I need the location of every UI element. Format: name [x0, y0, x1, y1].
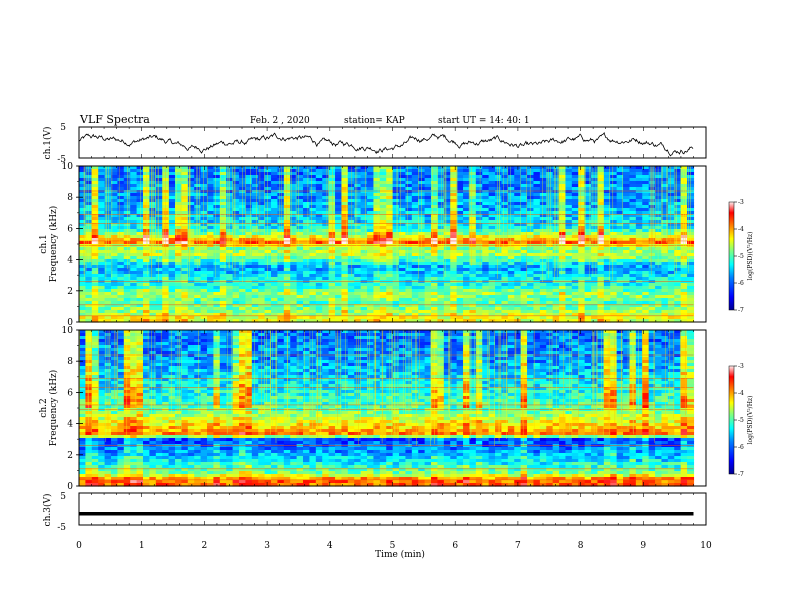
ch2-spectrogram-image — [79, 330, 706, 487]
ch1-spec-yticks: 0 2 4 6 8 10 — [62, 162, 83, 328]
time-tick-label: 0 — [76, 541, 82, 551]
ch2-colorbar-scale — [728, 365, 735, 475]
ch1-ytick-top: 5 — [60, 123, 66, 133]
ch1-spec-ylabel: Frequency (kHz) — [48, 206, 59, 283]
time-tick-label: 6 — [452, 541, 458, 551]
freq-tick-label: 0 — [67, 318, 73, 328]
time-tick-label: 1 — [139, 541, 145, 551]
freq-tick-label: 2 — [67, 287, 73, 297]
freq-tick-label: 0 — [67, 482, 73, 492]
colorbar-tick-label: -3 — [738, 363, 744, 370]
time-tick-label: 4 — [327, 541, 333, 551]
colorbar-tick-label: -4 — [738, 390, 744, 397]
colorbar-tick-label: -5 — [738, 253, 744, 260]
ch1-ylabel: ch.1(V) — [42, 127, 53, 160]
time-tick-label: 8 — [578, 541, 584, 551]
colorbar-tick-label: -6 — [738, 280, 744, 287]
colorbar-tick-label: -5 — [738, 417, 744, 424]
ch2-colorbar: -3 -4 -5 -6 -7 log(PSD)(V²/Hz) — [728, 363, 754, 478]
freq-tick-label: 10 — [62, 162, 74, 172]
ch1-colorbar-ticks: -3 -4 -5 -6 -7 — [734, 199, 744, 314]
colorbar-tick-label: -7 — [738, 307, 744, 314]
ch2-spec-ylabel: Frequency (kHz) — [48, 370, 59, 447]
freq-tick-label: 10 — [62, 326, 74, 336]
time-tick-label: 5 — [390, 541, 396, 551]
time-tick-label: 9 — [640, 541, 646, 551]
time-tick-label: 10 — [700, 541, 712, 551]
time-tick-label: 7 — [515, 541, 521, 551]
ch2-colorbar-ticks: -3 -4 -5 -6 -7 — [734, 363, 744, 478]
freq-tick-label: 6 — [67, 388, 73, 398]
ch1-ytick-bottom: -5 — [57, 155, 66, 165]
time-axis-ticks — [78, 127, 707, 525]
ch2-spec-yticks: 0 2 4 6 8 10 — [62, 326, 83, 492]
ch1-spectrogram-panel: ch.1 Frequency (kHz) 0 2 4 6 8 10 — [39, 162, 707, 328]
figure-title: VLF Spectra — [79, 113, 150, 126]
freq-tick-label: 4 — [67, 256, 73, 266]
freq-tick-label: 2 — [67, 451, 73, 461]
colorbar-tick-label: -6 — [738, 444, 744, 451]
freq-tick-label: 6 — [67, 224, 73, 234]
ch2-spec-channel-label: ch.2 — [39, 398, 49, 417]
ch1-spectrogram-image — [79, 166, 706, 323]
ch3-ytick-bottom: -5 — [57, 523, 66, 533]
time-tick-label: 3 — [264, 541, 270, 551]
freq-tick-label: 8 — [67, 357, 73, 367]
ch2-colorbar-label: log(PSD)(V²/Hz) — [747, 396, 754, 445]
ch1-trace-line — [78, 132, 694, 157]
ch1-colorbar-label: log(PSD)(V²/Hz) — [747, 232, 754, 281]
time-tick-label: 2 — [202, 541, 208, 551]
ch3-frame — [78, 492, 707, 526]
ch1-colorbar-scale — [728, 201, 735, 311]
time-axis-label: Time (min) — [375, 549, 425, 560]
time-axis-tick-labels: 0 1 2 3 4 5 6 7 8 9 10 — [76, 541, 712, 551]
start-time-label: start UT = 14: 40: 1 — [438, 116, 530, 126]
freq-tick-label: 8 — [67, 193, 73, 203]
ch1-colorbar: -3 -4 -5 -6 -7 log(PSD)(V²/Hz) — [728, 199, 754, 314]
colorbar-tick-label: -7 — [738, 471, 744, 478]
ch3-ylabel: ch.3(V) — [42, 494, 53, 527]
ch2-spectrogram-panel: ch.2 Frequency (kHz) 0 2 4 6 8 10 — [39, 326, 707, 492]
freq-tick-label: 4 — [67, 420, 73, 430]
station-label: station= KAP — [344, 116, 405, 126]
colorbar-tick-label: -4 — [738, 226, 744, 233]
ch3-panel: 5 -5 ch.3(V) — [42, 492, 707, 533]
date-label: Feb. 2 , 2020 — [250, 116, 310, 126]
colorbar-tick-label: -3 — [738, 199, 744, 206]
ch1-waveform-frame — [78, 126, 707, 159]
ch1-waveform-panel: 5 -5 ch.1(V) — [42, 123, 707, 165]
ch1-spec-channel-label: ch.1 — [39, 234, 49, 253]
ch3-ytick-top: 5 — [60, 492, 66, 502]
